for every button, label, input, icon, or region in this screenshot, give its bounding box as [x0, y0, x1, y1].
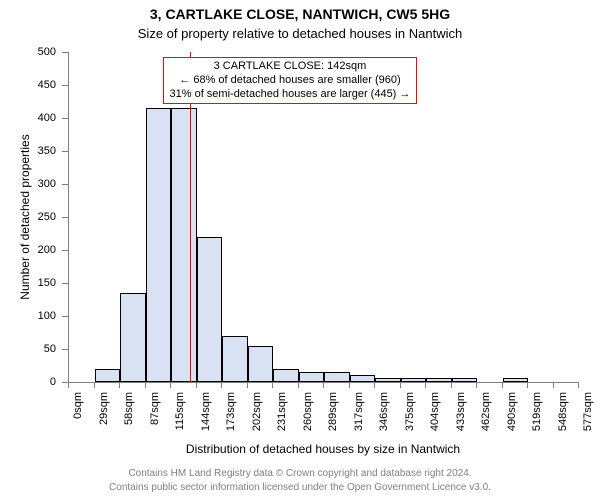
xtick-mark	[451, 382, 452, 388]
ytick-mark	[62, 151, 68, 152]
y-axis-label: Number of detached properties	[18, 52, 32, 382]
bar	[452, 378, 478, 382]
xtick-mark	[476, 382, 477, 388]
xtick-mark	[425, 382, 426, 388]
xtick-mark	[553, 382, 554, 388]
xtick-mark	[247, 382, 248, 388]
xtick-label: 577sqm	[582, 392, 594, 442]
xtick-mark	[374, 382, 375, 388]
footer-line-2: Contains public sector information licen…	[0, 482, 600, 493]
xtick-label: 58sqm	[123, 392, 135, 442]
bar	[375, 378, 401, 382]
xtick-mark	[68, 382, 69, 388]
bar	[95, 369, 121, 382]
xtick-label: 404sqm	[429, 392, 441, 442]
xtick-mark	[170, 382, 171, 388]
xtick-label: 231sqm	[276, 392, 288, 442]
xtick-mark	[527, 382, 528, 388]
xtick-mark	[272, 382, 273, 388]
bar	[324, 372, 350, 382]
xtick-mark	[298, 382, 299, 388]
bar	[401, 378, 427, 382]
xtick-mark	[323, 382, 324, 388]
xtick-label: 317sqm	[353, 392, 365, 442]
xtick-label: 0sqm	[72, 392, 84, 442]
bar	[426, 378, 452, 382]
xtick-label: 490sqm	[506, 392, 518, 442]
bar	[197, 237, 223, 382]
xtick-label: 375sqm	[404, 392, 416, 442]
ytick-mark	[62, 118, 68, 119]
xtick-label: 144sqm	[200, 392, 212, 442]
ytick-mark	[62, 52, 68, 53]
xtick-label: 173sqm	[225, 392, 237, 442]
xtick-mark	[145, 382, 146, 388]
bar	[146, 108, 172, 382]
annotation-box: 3 CARTLAKE CLOSE: 142sqm← 68% of detache…	[163, 57, 418, 104]
xtick-label: 519sqm	[531, 392, 543, 442]
xtick-mark	[578, 382, 579, 388]
bar	[120, 293, 146, 382]
annotation-line: 31% of semi-detached houses are larger (…	[170, 88, 411, 102]
ytick-mark	[62, 283, 68, 284]
chart-title: 3, CARTLAKE CLOSE, NANTWICH, CW5 5HG	[0, 6, 600, 22]
bar	[273, 369, 299, 382]
annotation-line: ← 68% of detached houses are smaller (96…	[170, 74, 411, 88]
bar	[350, 375, 376, 382]
ytick-mark	[62, 184, 68, 185]
xtick-mark	[196, 382, 197, 388]
annotation-line: 3 CARTLAKE CLOSE: 142sqm	[170, 60, 411, 74]
bar	[299, 372, 325, 382]
xtick-label: 115sqm	[174, 392, 186, 442]
ytick-mark	[62, 217, 68, 218]
xtick-mark	[119, 382, 120, 388]
ytick-mark	[62, 85, 68, 86]
x-axis-label: Distribution of detached houses by size …	[68, 442, 578, 456]
footer-line-1: Contains HM Land Registry data © Crown c…	[0, 468, 600, 479]
xtick-mark	[221, 382, 222, 388]
xtick-mark	[400, 382, 401, 388]
xtick-label: 289sqm	[327, 392, 339, 442]
xtick-label: 433sqm	[455, 392, 467, 442]
xtick-mark	[349, 382, 350, 388]
xtick-label: 202sqm	[251, 392, 263, 442]
bar	[503, 378, 529, 382]
figure: 3, CARTLAKE CLOSE, NANTWICH, CW5 5HG Siz…	[0, 0, 600, 500]
xtick-mark	[502, 382, 503, 388]
xtick-label: 346sqm	[378, 392, 390, 442]
xtick-label: 260sqm	[302, 392, 314, 442]
plot-area: 3 CARTLAKE CLOSE: 142sqm← 68% of detache…	[68, 52, 579, 383]
xtick-label: 87sqm	[149, 392, 161, 442]
ytick-mark	[62, 316, 68, 317]
xtick-label: 548sqm	[557, 392, 569, 442]
xtick-label: 29sqm	[98, 392, 110, 442]
chart-subtitle: Size of property relative to detached ho…	[0, 26, 600, 41]
xtick-mark	[94, 382, 95, 388]
bar	[171, 108, 197, 382]
xtick-label: 462sqm	[480, 392, 492, 442]
bar	[222, 336, 248, 382]
bar	[248, 346, 274, 382]
ytick-mark	[62, 250, 68, 251]
ytick-mark	[62, 349, 68, 350]
